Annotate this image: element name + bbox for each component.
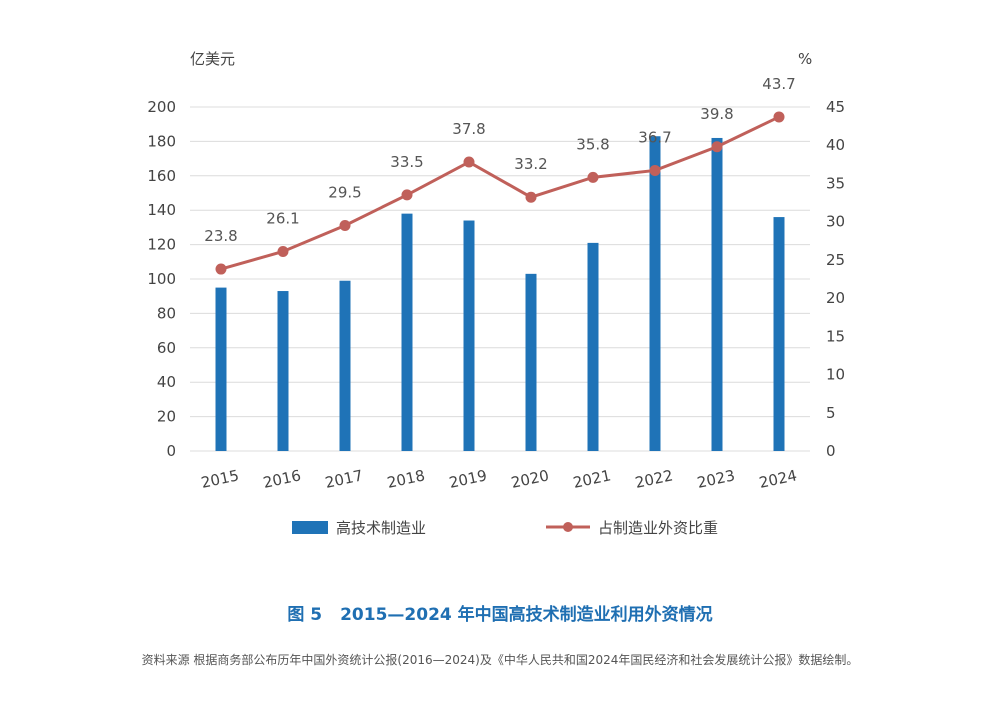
data-label: 23.8 [204,227,237,245]
line-point [711,141,723,153]
line-path [220,115,780,271]
data-label: 33.5 [390,153,423,171]
right-tick-label: 0 [826,442,836,460]
x-axis-ticks: 2015 2016 2017 2018 2019 2020 2021 2022 2023 2024 [199,466,798,492]
x-tick-label: 2018 [385,466,426,492]
line-data-labels: 23.8 26.1 29.5 33.5 37.8 33.2 35.8 36.7 39.8 43.7 [204,75,795,245]
left-tick-label: 160 [147,167,176,185]
figure-number: 图 5 [287,605,323,625]
bar [773,217,785,451]
right-tick-label: 45 [826,98,845,116]
bar [649,136,661,452]
source-note: 资料来源 根据商务部公布历年中国外资统计公报(2016—2024)及《中华人民共… [141,653,859,667]
line-point [339,219,351,231]
line-point [277,245,289,257]
right-tick-label: 40 [826,136,845,154]
figure-title: 2015—2024 年中国高技术制造业利用外资情况 [340,605,713,625]
x-tick-label: 2016 [261,466,302,492]
line-point [649,164,661,176]
x-tick-label: 2017 [323,466,364,492]
bar [463,220,475,451]
bar [277,291,289,451]
data-label: 39.8 [700,105,733,123]
x-tick-label: 2023 [695,466,736,492]
line-point [463,156,475,168]
bar-series [215,136,785,452]
right-tick-label: 20 [826,289,845,307]
line-point [401,189,413,201]
right-tick-label: 10 [826,366,845,384]
x-tick-label: 2015 [199,466,240,492]
line-series [215,111,785,275]
legend-bar-label: 高技术制造业 [336,519,426,537]
left-axis-ticks: 0 20 40 60 80 100 120 140 160 180 200 [147,98,176,460]
line-point [215,263,227,275]
figure-caption: 图 5 2015—2024 年中国高技术制造业利用外资情况 [0,600,1000,625]
x-tick-label: 2019 [447,466,488,492]
left-tick-label: 40 [157,373,176,391]
x-tick-label: 2024 [757,466,798,492]
line-point [587,171,599,183]
data-label: 29.5 [328,183,361,201]
right-tick-label: 30 [826,213,845,231]
bar [525,273,537,451]
left-tick-label: 100 [147,270,176,288]
right-axis-ticks: 0 5 10 15 20 25 30 35 40 45 [826,98,845,460]
bar [339,280,351,451]
left-tick-label: 60 [157,339,176,357]
right-axis-unit: % [798,50,812,68]
combo-chart: 0 20 40 60 80 100 120 140 160 180 200 0 5 10 15 20 25 30… [147,50,845,537]
data-label: 26.1 [266,209,299,227]
legend: 高技术制造业 占制造业外资比重 [292,519,718,537]
right-tick-label: 25 [826,251,845,269]
left-axis-unit: 亿美元 [190,50,235,68]
legend-line-marker [563,522,573,532]
bar [215,287,227,451]
right-tick-label: 5 [826,404,836,422]
data-label: 33.2 [514,155,547,173]
right-tick-label: 15 [826,327,845,345]
left-tick-label: 0 [166,442,176,460]
x-tick-label: 2022 [633,466,674,492]
left-tick-label: 200 [147,98,176,116]
right-tick-label: 35 [826,174,845,192]
data-label: 36.7 [638,128,671,146]
line-point [525,191,537,203]
data-label: 43.7 [762,75,795,93]
bar [401,213,413,451]
legend-line-label: 占制造业外资比重 [598,519,718,537]
legend-bar-swatch [292,521,328,534]
x-tick-label: 2020 [509,466,550,492]
gridlines [190,106,810,452]
left-tick-label: 20 [157,408,176,426]
left-tick-label: 80 [157,304,176,322]
bar [587,242,599,451]
x-tick-label: 2021 [571,466,612,492]
left-tick-label: 180 [147,132,176,150]
data-label: 35.8 [576,135,609,153]
left-tick-label: 140 [147,201,176,219]
line-point [773,111,785,123]
left-tick-label: 120 [147,236,176,254]
bar [711,137,723,451]
data-label: 37.8 [452,120,485,138]
